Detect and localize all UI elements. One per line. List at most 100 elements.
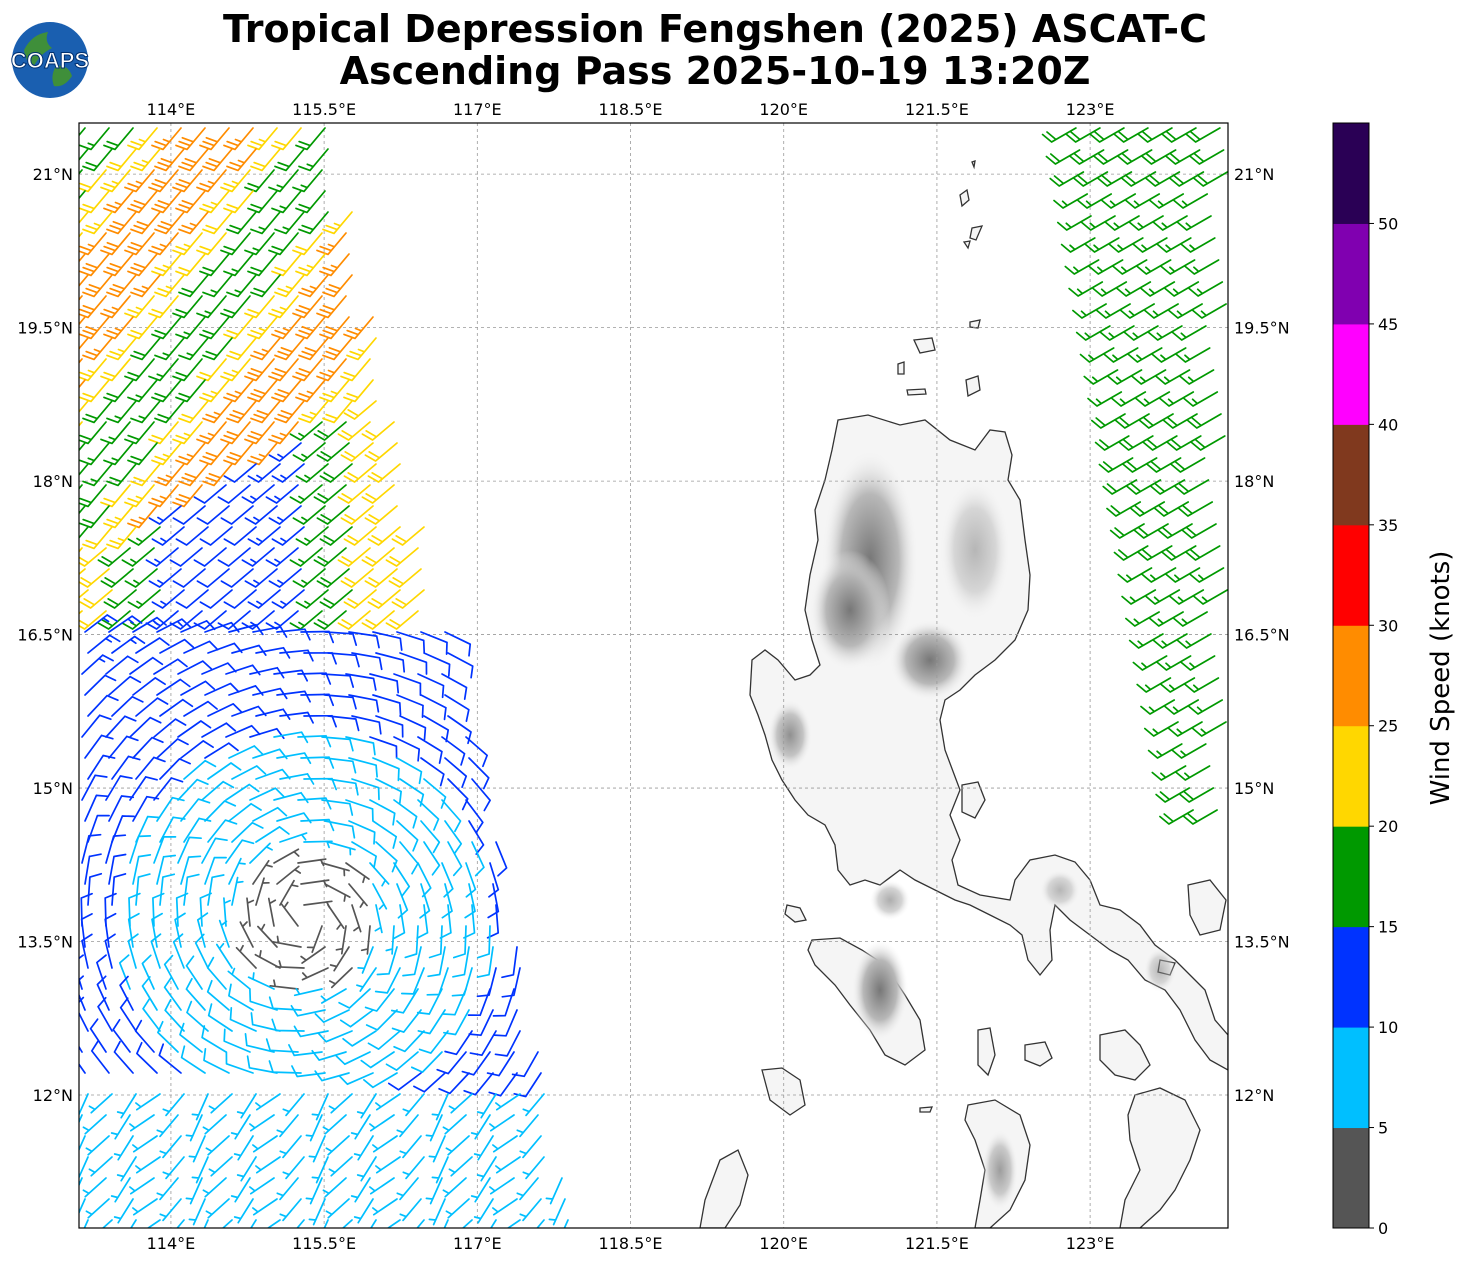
- wind-barb: [328, 1156, 353, 1177]
- wind-barb: [393, 904, 406, 940]
- wind-barb: [327, 841, 356, 856]
- wind-barb: [486, 1051, 515, 1077]
- wind-barb: [1141, 149, 1177, 165]
- colorbar-frame: [1332, 122, 1370, 1229]
- wind-barb: [250, 148, 281, 172]
- wind-barb: [202, 463, 233, 487]
- lon-tick-label-top: 123°E: [1066, 100, 1115, 119]
- wind-barb: [1160, 677, 1196, 693]
- wind-barb: [180, 798, 211, 822]
- colorbar-tick-label: 35: [1378, 516, 1398, 535]
- wind-barb: [148, 421, 179, 445]
- wind-barb: [154, 211, 185, 235]
- wind-barb: [306, 925, 323, 954]
- wind-barb: [1135, 391, 1171, 407]
- wind-barb: [1102, 479, 1138, 495]
- wind-barb: [385, 925, 395, 955]
- wind-barb: [227, 967, 251, 990]
- wind-barb: [159, 638, 195, 654]
- wind-barb: [1128, 633, 1164, 649]
- wind-barb: [465, 736, 488, 768]
- wind-barb: [82, 274, 113, 298]
- wind-barb: [188, 1198, 206, 1226]
- wind-barb: [441, 736, 466, 766]
- wind-barb: [1113, 127, 1149, 143]
- wind-barb: [363, 1072, 398, 1089]
- wind-barb: [159, 873, 176, 906]
- wind-barb: [269, 979, 299, 990]
- wind-barb: [276, 1114, 299, 1138]
- wind-barb: [82, 1114, 107, 1135]
- wind-barb: [175, 379, 206, 403]
- wind-barb: [420, 820, 441, 854]
- wind-barb: [492, 988, 515, 1017]
- wind-barb: [112, 1018, 131, 1053]
- wind-barb: [105, 655, 139, 675]
- wind-barb: [124, 358, 155, 382]
- wind-barb: [1159, 391, 1195, 407]
- wind-barb: [1092, 281, 1128, 297]
- wind-barb: [1151, 765, 1187, 781]
- wind-barb: [1094, 435, 1130, 451]
- wind-barb: [196, 568, 230, 588]
- wind-barb: [220, 169, 251, 193]
- wind-barb: [175, 253, 206, 277]
- wind-barb: [1084, 237, 1120, 253]
- wind-barb: [1140, 699, 1176, 715]
- wind-barb: [202, 1114, 227, 1135]
- wind-barb: [132, 1198, 158, 1216]
- wind-barb: [1185, 545, 1221, 561]
- wind-barb: [393, 1030, 425, 1053]
- catanduanes-island: [1187, 879, 1227, 936]
- wind-barb: [156, 854, 177, 885]
- wind-barb: [223, 442, 254, 466]
- wind-barb: [100, 568, 134, 588]
- wind-barb: [87, 814, 110, 843]
- wind-barb: [495, 1156, 521, 1174]
- wind-barb: [106, 337, 137, 361]
- lat-tick-label-right: 21°N: [1234, 165, 1274, 184]
- wind-barb: [494, 1030, 521, 1057]
- wind-barb: [250, 400, 281, 424]
- wind-barb: [1107, 369, 1143, 385]
- wind-barb: [151, 526, 185, 546]
- wind-barb: [129, 1114, 155, 1132]
- wind-barb: [488, 862, 500, 898]
- lat-tick-label-left: 12°N: [33, 1086, 73, 1105]
- wind-barb: [279, 832, 308, 843]
- wind-barb: [199, 892, 212, 927]
- wind-barb: [522, 1093, 545, 1117]
- wind-barb: [223, 253, 254, 277]
- wind-barb: [268, 996, 302, 1011]
- wind-barb: [108, 795, 135, 822]
- wind-barb: [375, 715, 404, 738]
- wind-barb: [226, 337, 257, 361]
- wind-barb: [100, 421, 131, 445]
- wind-barb: [183, 700, 218, 717]
- wind-barb: [142, 998, 161, 1032]
- wind-barb: [244, 1032, 275, 1053]
- wind-barb: [295, 253, 326, 277]
- wind-barb: [201, 780, 235, 801]
- wind-barb: [193, 547, 227, 567]
- wind-barb: [196, 505, 230, 525]
- wind-barb: [205, 1135, 230, 1156]
- wind-barb: [252, 1135, 278, 1153]
- wind-barb: [135, 873, 151, 906]
- wind-barb: [204, 742, 239, 759]
- wind-barb: [252, 806, 288, 822]
- wind-barb: [247, 442, 278, 466]
- wind-barb: [121, 547, 155, 567]
- wind-barb: [337, 421, 371, 441]
- wind-barb: [519, 1135, 542, 1159]
- wind-barb: [1093, 149, 1129, 165]
- wind-barb: [402, 946, 422, 977]
- wind-barb: [100, 358, 131, 382]
- lon-tick-label-top: 117°E: [453, 100, 502, 119]
- wind-barb: [178, 148, 209, 172]
- wind-barb: [206, 979, 230, 1011]
- wind-barb: [1190, 435, 1226, 451]
- wind-barb: [308, 1198, 326, 1226]
- wind-barb: [314, 1009, 350, 1023]
- wind-barb: [289, 421, 323, 441]
